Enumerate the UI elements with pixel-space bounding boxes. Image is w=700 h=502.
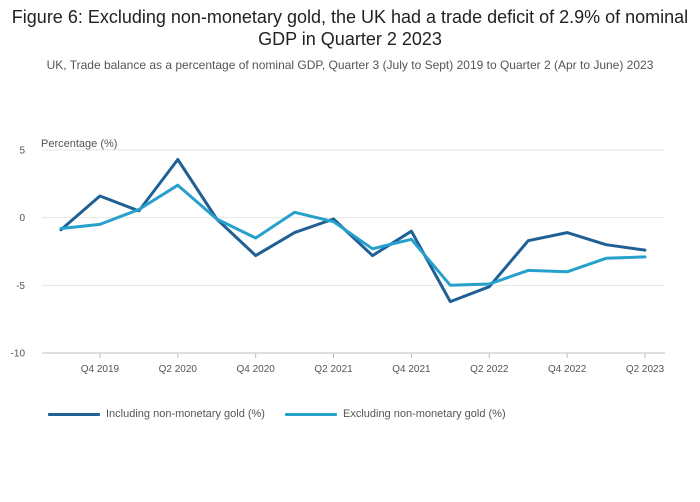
- legend-item-including[interactable]: Including non-monetary gold (%): [48, 408, 265, 420]
- legend-label-excluding: Excluding non-monetary gold (%): [342, 408, 506, 420]
- x-tick-label: Q4 2020: [236, 364, 275, 375]
- x-tick-label: Q4 2022: [548, 364, 587, 375]
- x-tick-label: Q2 2022: [470, 364, 509, 375]
- x-tick-label: Q2 2023: [626, 364, 665, 375]
- x-tick-label: Q2 2021: [314, 364, 353, 375]
- legend-label-including: Including non-monetary gold (%): [106, 408, 265, 420]
- legend-swatch-excluding: [284, 412, 337, 416]
- y-tick-label: 0: [19, 213, 25, 224]
- series-lines: [59, 158, 647, 304]
- x-tick-label: Q4 2019: [81, 364, 120, 375]
- y-tick-label: -10: [11, 349, 26, 360]
- y-tick-label: -5: [16, 281, 25, 292]
- y-axis: 5 0 -5 -10: [11, 146, 26, 360]
- y-axis-label: Percentage (%): [41, 138, 117, 150]
- x-tick-label: Q4 2021: [392, 364, 431, 375]
- series-line-excluding-gold[interactable]: [59, 183, 647, 287]
- chart-title: Figure 6: Excluding non-monetary gold, t…: [11, 7, 689, 49]
- x-tick-label: Q2 2020: [159, 364, 198, 375]
- gridlines: [42, 149, 665, 354]
- chart-subtitle: UK, Trade balance as a percentage of nom…: [46, 58, 654, 72]
- x-axis: Q4 2019 Q2 2020 Q4 2020 Q2 2021 Q4 2021 Q2 20…: [81, 353, 665, 375]
- y-tick-label: 5: [19, 146, 25, 157]
- legend-item-excluding[interactable]: Excluding non-monetary gold (%): [284, 408, 506, 420]
- series-line-including-gold[interactable]: [59, 158, 647, 304]
- legend-swatch-including: [48, 412, 100, 416]
- legend: Including non-monetary gold (%) Excludin…: [48, 408, 506, 420]
